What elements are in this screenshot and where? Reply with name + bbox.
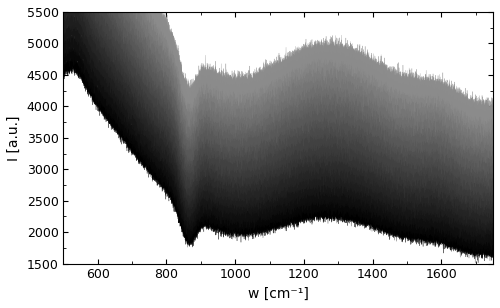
X-axis label: w [cm⁻¹]: w [cm⁻¹] — [248, 287, 308, 301]
Y-axis label: I [a.u.]: I [a.u.] — [7, 115, 21, 160]
